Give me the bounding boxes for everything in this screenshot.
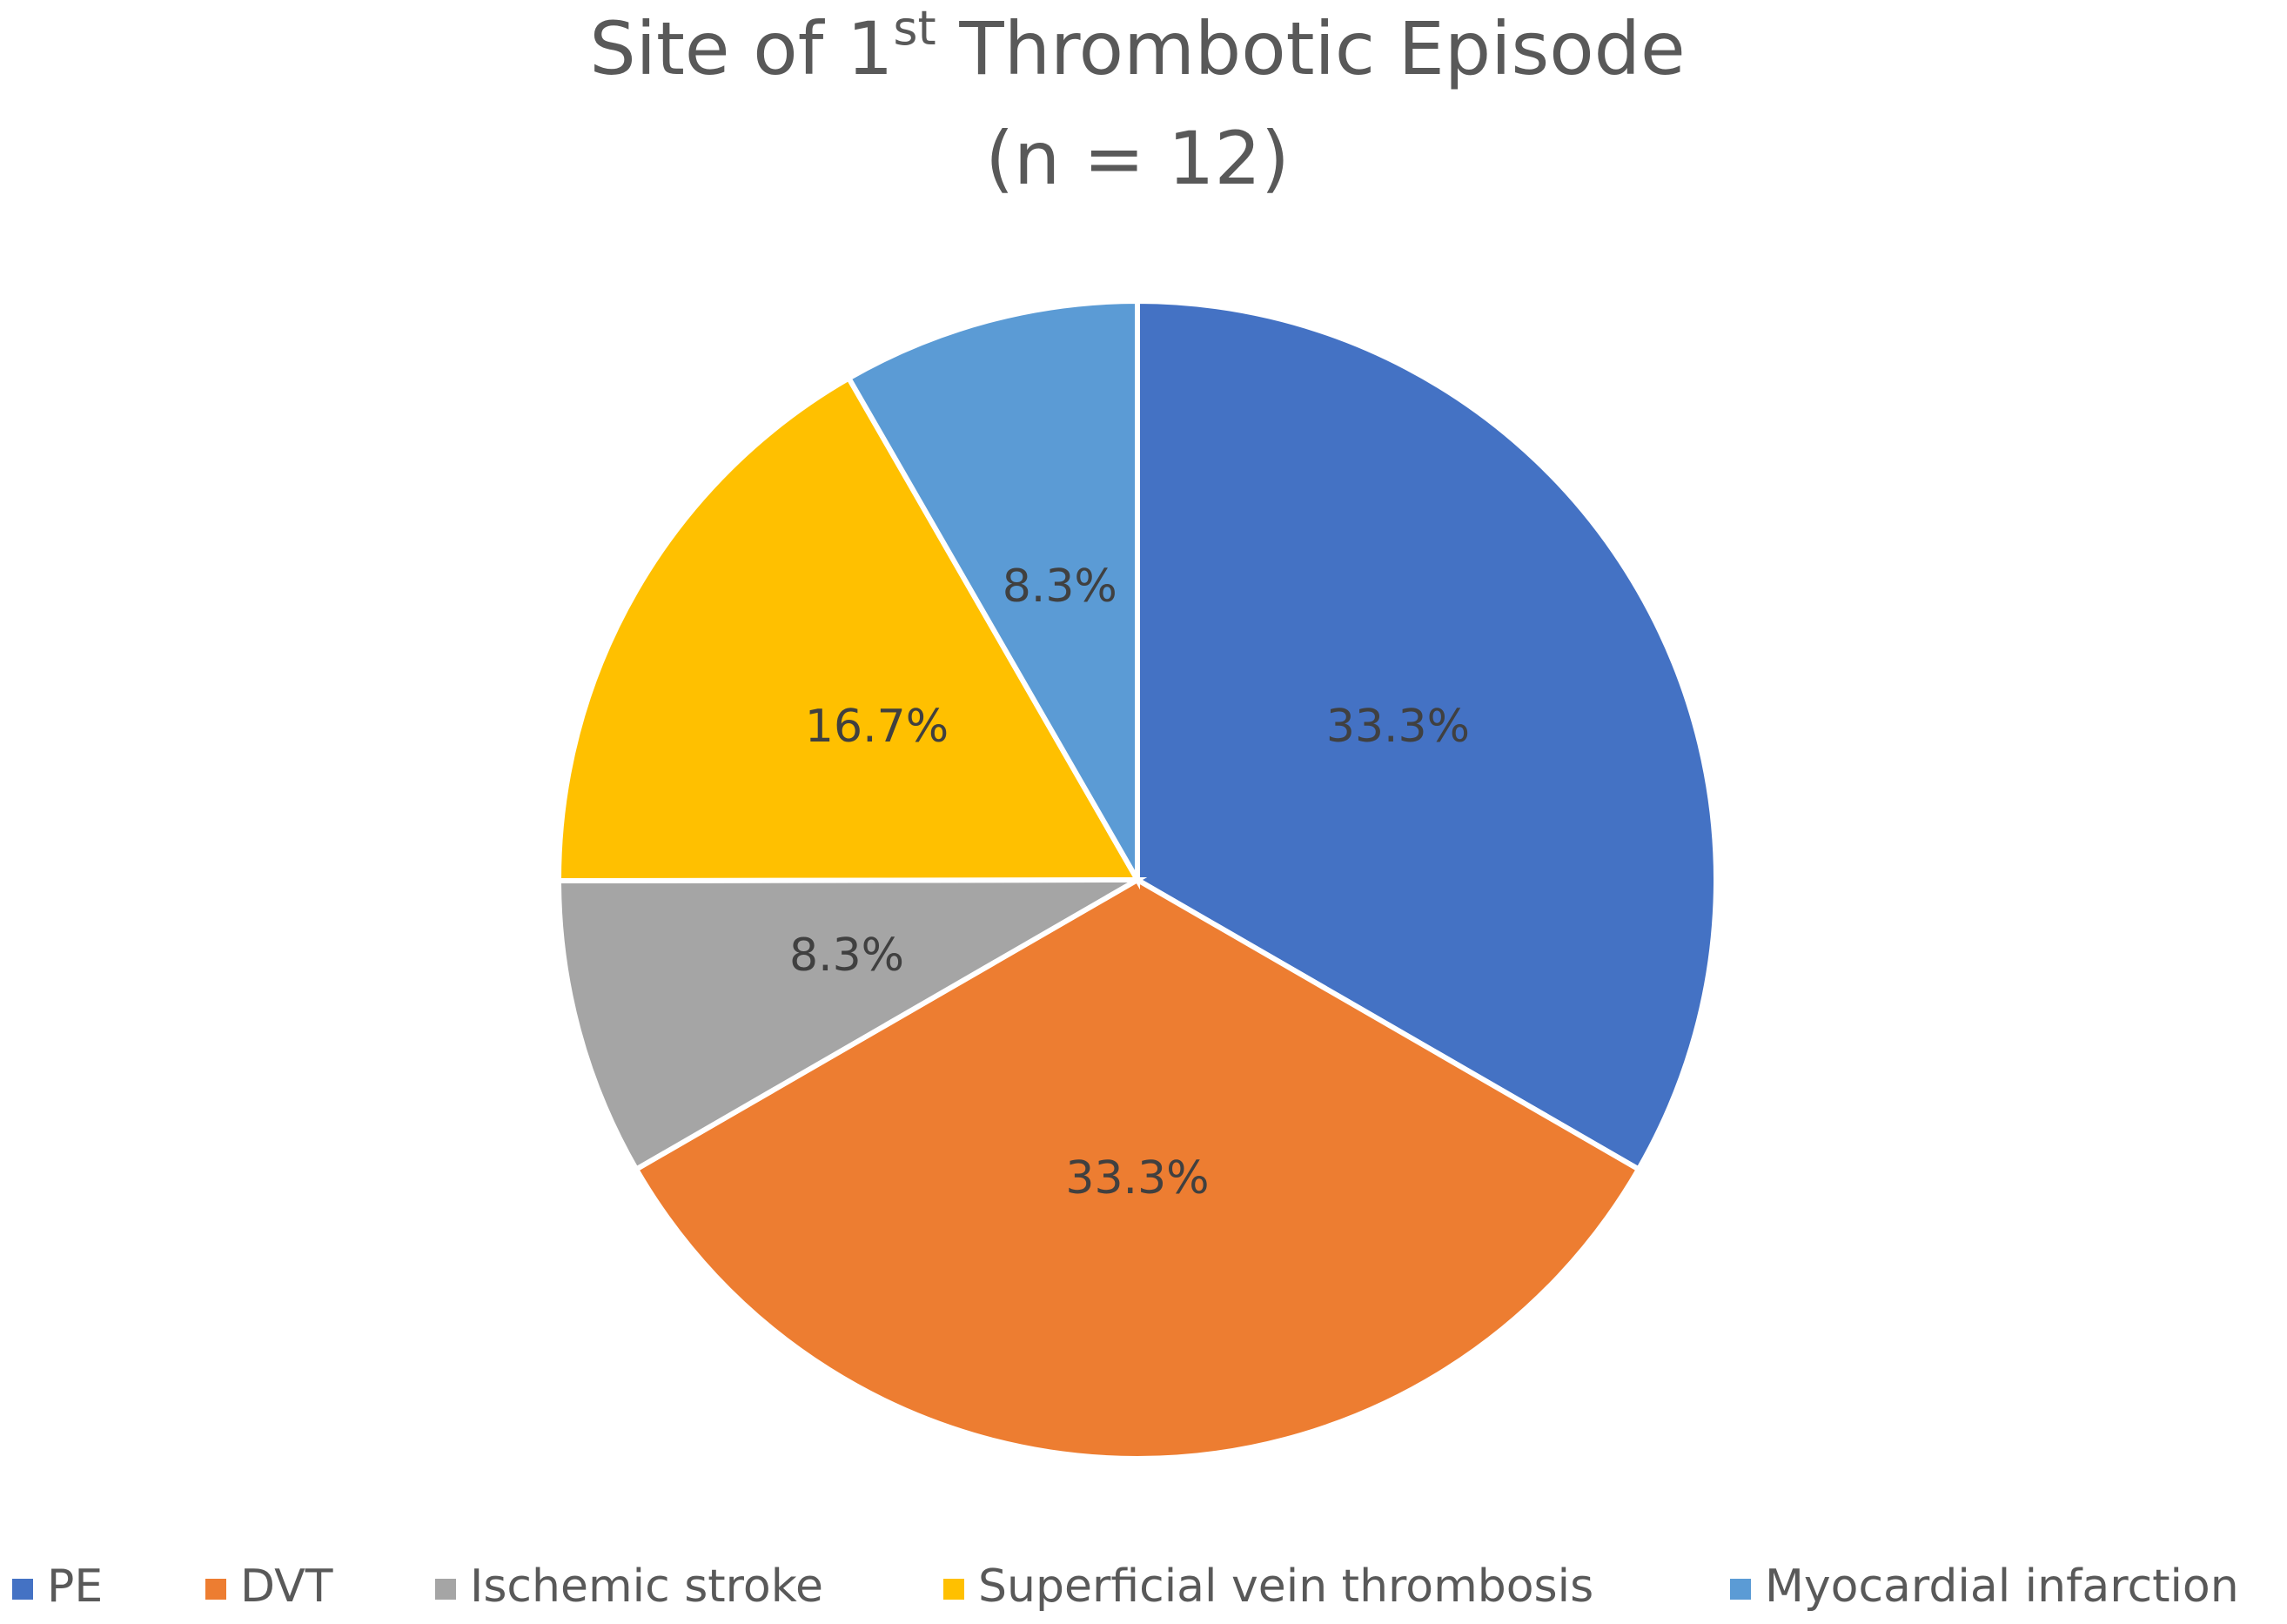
data-label: 33.3% <box>1065 1152 1209 1205</box>
title-part: Thrombotic Episode <box>936 6 1686 91</box>
data-label: 8.3% <box>1003 560 1117 613</box>
title-part: Site of 1 <box>589 6 893 91</box>
pie-slice <box>555 876 1148 1173</box>
title-superscript: st <box>893 1 936 56</box>
chart-subtitle: (n = 12) <box>985 116 1289 201</box>
legend-swatch <box>12 1579 33 1600</box>
legend-swatch <box>1730 1579 1751 1600</box>
legend-swatch <box>943 1579 964 1600</box>
legend-label: PE <box>47 1560 103 1613</box>
legend-label: Ischemic stroke <box>470 1560 823 1613</box>
pie-slice <box>1135 298 1719 1173</box>
legend-label: Superficial vein thrombosis <box>978 1560 1593 1613</box>
legend-swatch <box>435 1579 456 1600</box>
data-label: 8.3% <box>789 929 904 982</box>
legend-label: DVT <box>240 1560 333 1613</box>
legend-label: Myocardial infarction <box>1765 1560 2239 1613</box>
legend-swatch <box>205 1579 226 1600</box>
pie-slice <box>556 374 1143 884</box>
pie-slice <box>845 298 1140 890</box>
data-label: 16.7% <box>805 701 949 753</box>
pie-slice <box>632 876 1643 1461</box>
data-label: 33.3% <box>1326 701 1470 753</box>
chart-title: Site of 1st Thrombotic Episode <box>589 1 1685 91</box>
